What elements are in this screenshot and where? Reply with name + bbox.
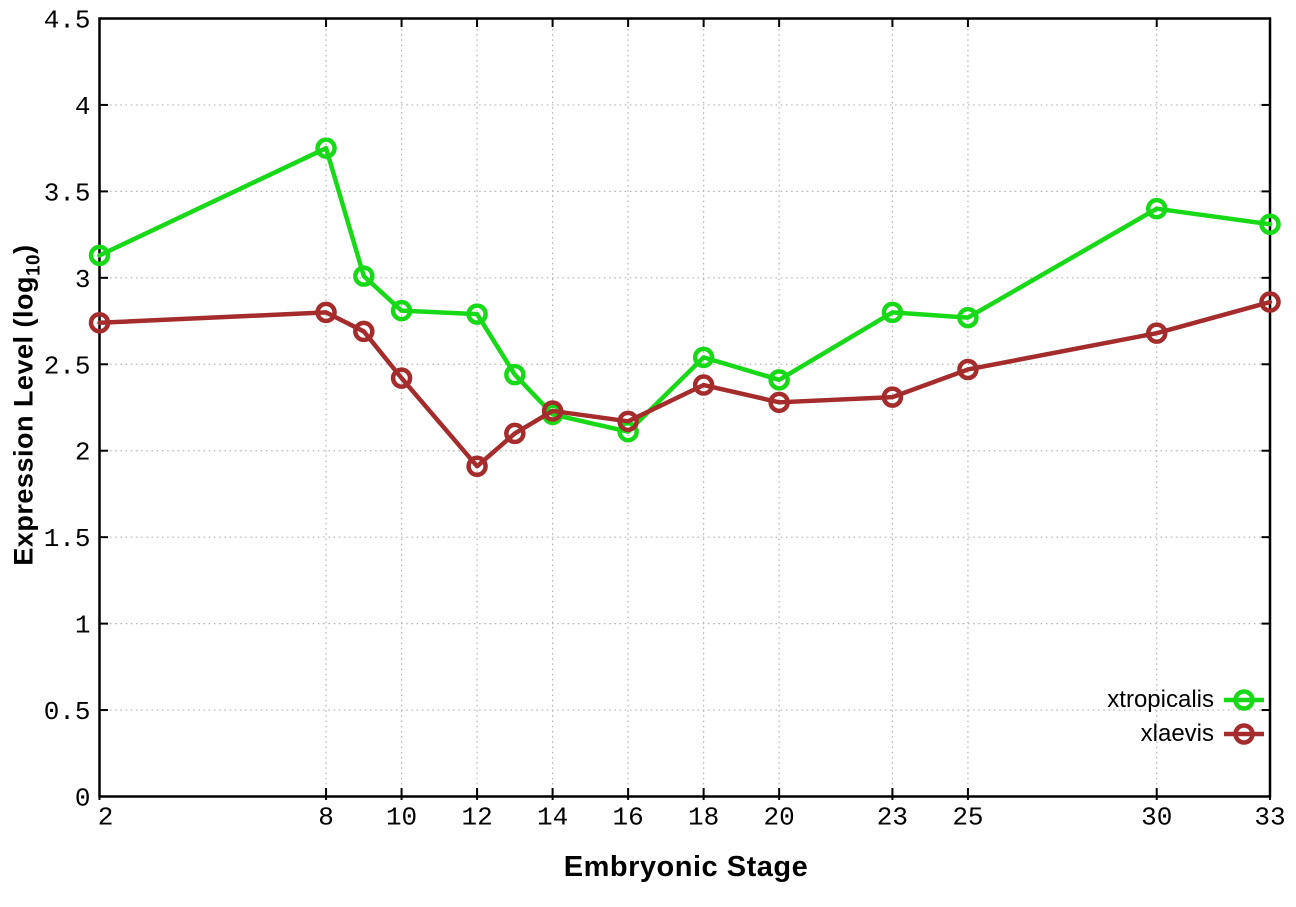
series-xlaevis-line <box>97 299 1273 469</box>
series-xlaevis-point <box>88 312 111 334</box>
x-tick-label: 30 <box>1141 803 1172 833</box>
x-tick-label: 10 <box>386 803 417 833</box>
x-tick-label: 12 <box>461 803 492 833</box>
y-axis-title-main: Expression Level (log <box>8 276 39 566</box>
series-xlaevis-point <box>617 410 639 433</box>
series-xlaevis-point <box>353 320 375 343</box>
series-xlaevis-point <box>692 374 715 396</box>
y-tick-label: 1.5 <box>44 524 91 554</box>
series-xtropicalis-point <box>768 369 790 391</box>
series-xtropicalis-point <box>466 303 488 325</box>
series-xtropicalis-point <box>504 363 526 386</box>
y-tick-label: 1 <box>75 611 91 641</box>
series-xtropicalis-point <box>692 346 715 369</box>
x-tick-label: 18 <box>688 803 719 833</box>
y-tick-label: 3 <box>75 265 91 295</box>
series-xtropicalis-point <box>881 301 904 324</box>
legend-item-xlaevis: xlaevis <box>1107 717 1264 751</box>
series-xtropicalis-line <box>97 145 1273 434</box>
x-tick-label: 8 <box>318 803 334 833</box>
x-axis-title: Embryonic Stage <box>563 851 809 883</box>
series-xtropicalis-point <box>1145 197 1168 220</box>
x-tick-label: 23 <box>877 803 908 833</box>
y-tick-label: 0 <box>75 784 91 814</box>
series-xlaevis-point <box>957 358 979 381</box>
series-xtropicalis-point <box>315 137 337 159</box>
x-tick-label: 2 <box>98 803 114 833</box>
legend-label-xlaevis: xlaevis <box>1140 720 1214 747</box>
x-tick-label: 33 <box>1254 803 1285 833</box>
legend-item-xtropicalis: xtropicalis <box>1107 683 1264 717</box>
plot-border <box>98 17 1272 798</box>
y-tick-label: 2 <box>75 438 91 468</box>
series-xlaevis-point <box>1259 291 1281 313</box>
series-xtropicalis-point <box>1259 213 1281 235</box>
series-xtropicalis-point <box>353 265 375 287</box>
series-xtropicalis-point <box>957 306 979 329</box>
series-xtropicalis-point <box>390 299 413 322</box>
y-axis-title-close: ) <box>8 244 39 254</box>
y-axis-title: Expression Level (log10) <box>9 244 46 565</box>
series-xlaevis-point <box>390 367 413 389</box>
series-xlaevis-point <box>768 391 790 414</box>
xtropicalis-linespoint-icon <box>1224 687 1264 713</box>
y-tick-label: 2.5 <box>44 351 91 381</box>
y-tick-label: 0.5 <box>44 697 91 727</box>
series-xlaevis-point <box>315 301 337 324</box>
series-xlaevis-point <box>541 400 564 422</box>
series-xlaevis-point <box>1145 322 1168 344</box>
y-tick-label: 3.5 <box>44 178 91 208</box>
x-tick-label: 20 <box>764 803 795 833</box>
x-tick-label: 14 <box>537 803 568 833</box>
series-xlaevis-point <box>504 422 526 445</box>
y-tick-label: 4.5 <box>44 6 91 36</box>
series-xtropicalis-point <box>88 244 111 267</box>
legend-label-xtropicalis: xtropicalis <box>1107 686 1214 713</box>
legend: xtropicalis xlaevis <box>1107 683 1264 751</box>
series-xlaevis-point <box>881 386 904 408</box>
xlaevis-linespoint-icon <box>1224 721 1264 747</box>
x-tick-label: 16 <box>613 803 644 833</box>
series-xlaevis-point <box>466 455 488 478</box>
x-tick-label: 25 <box>952 803 983 833</box>
y-tick-label: 4 <box>75 92 91 122</box>
y-axis-title-subscript: 10 <box>23 253 45 277</box>
